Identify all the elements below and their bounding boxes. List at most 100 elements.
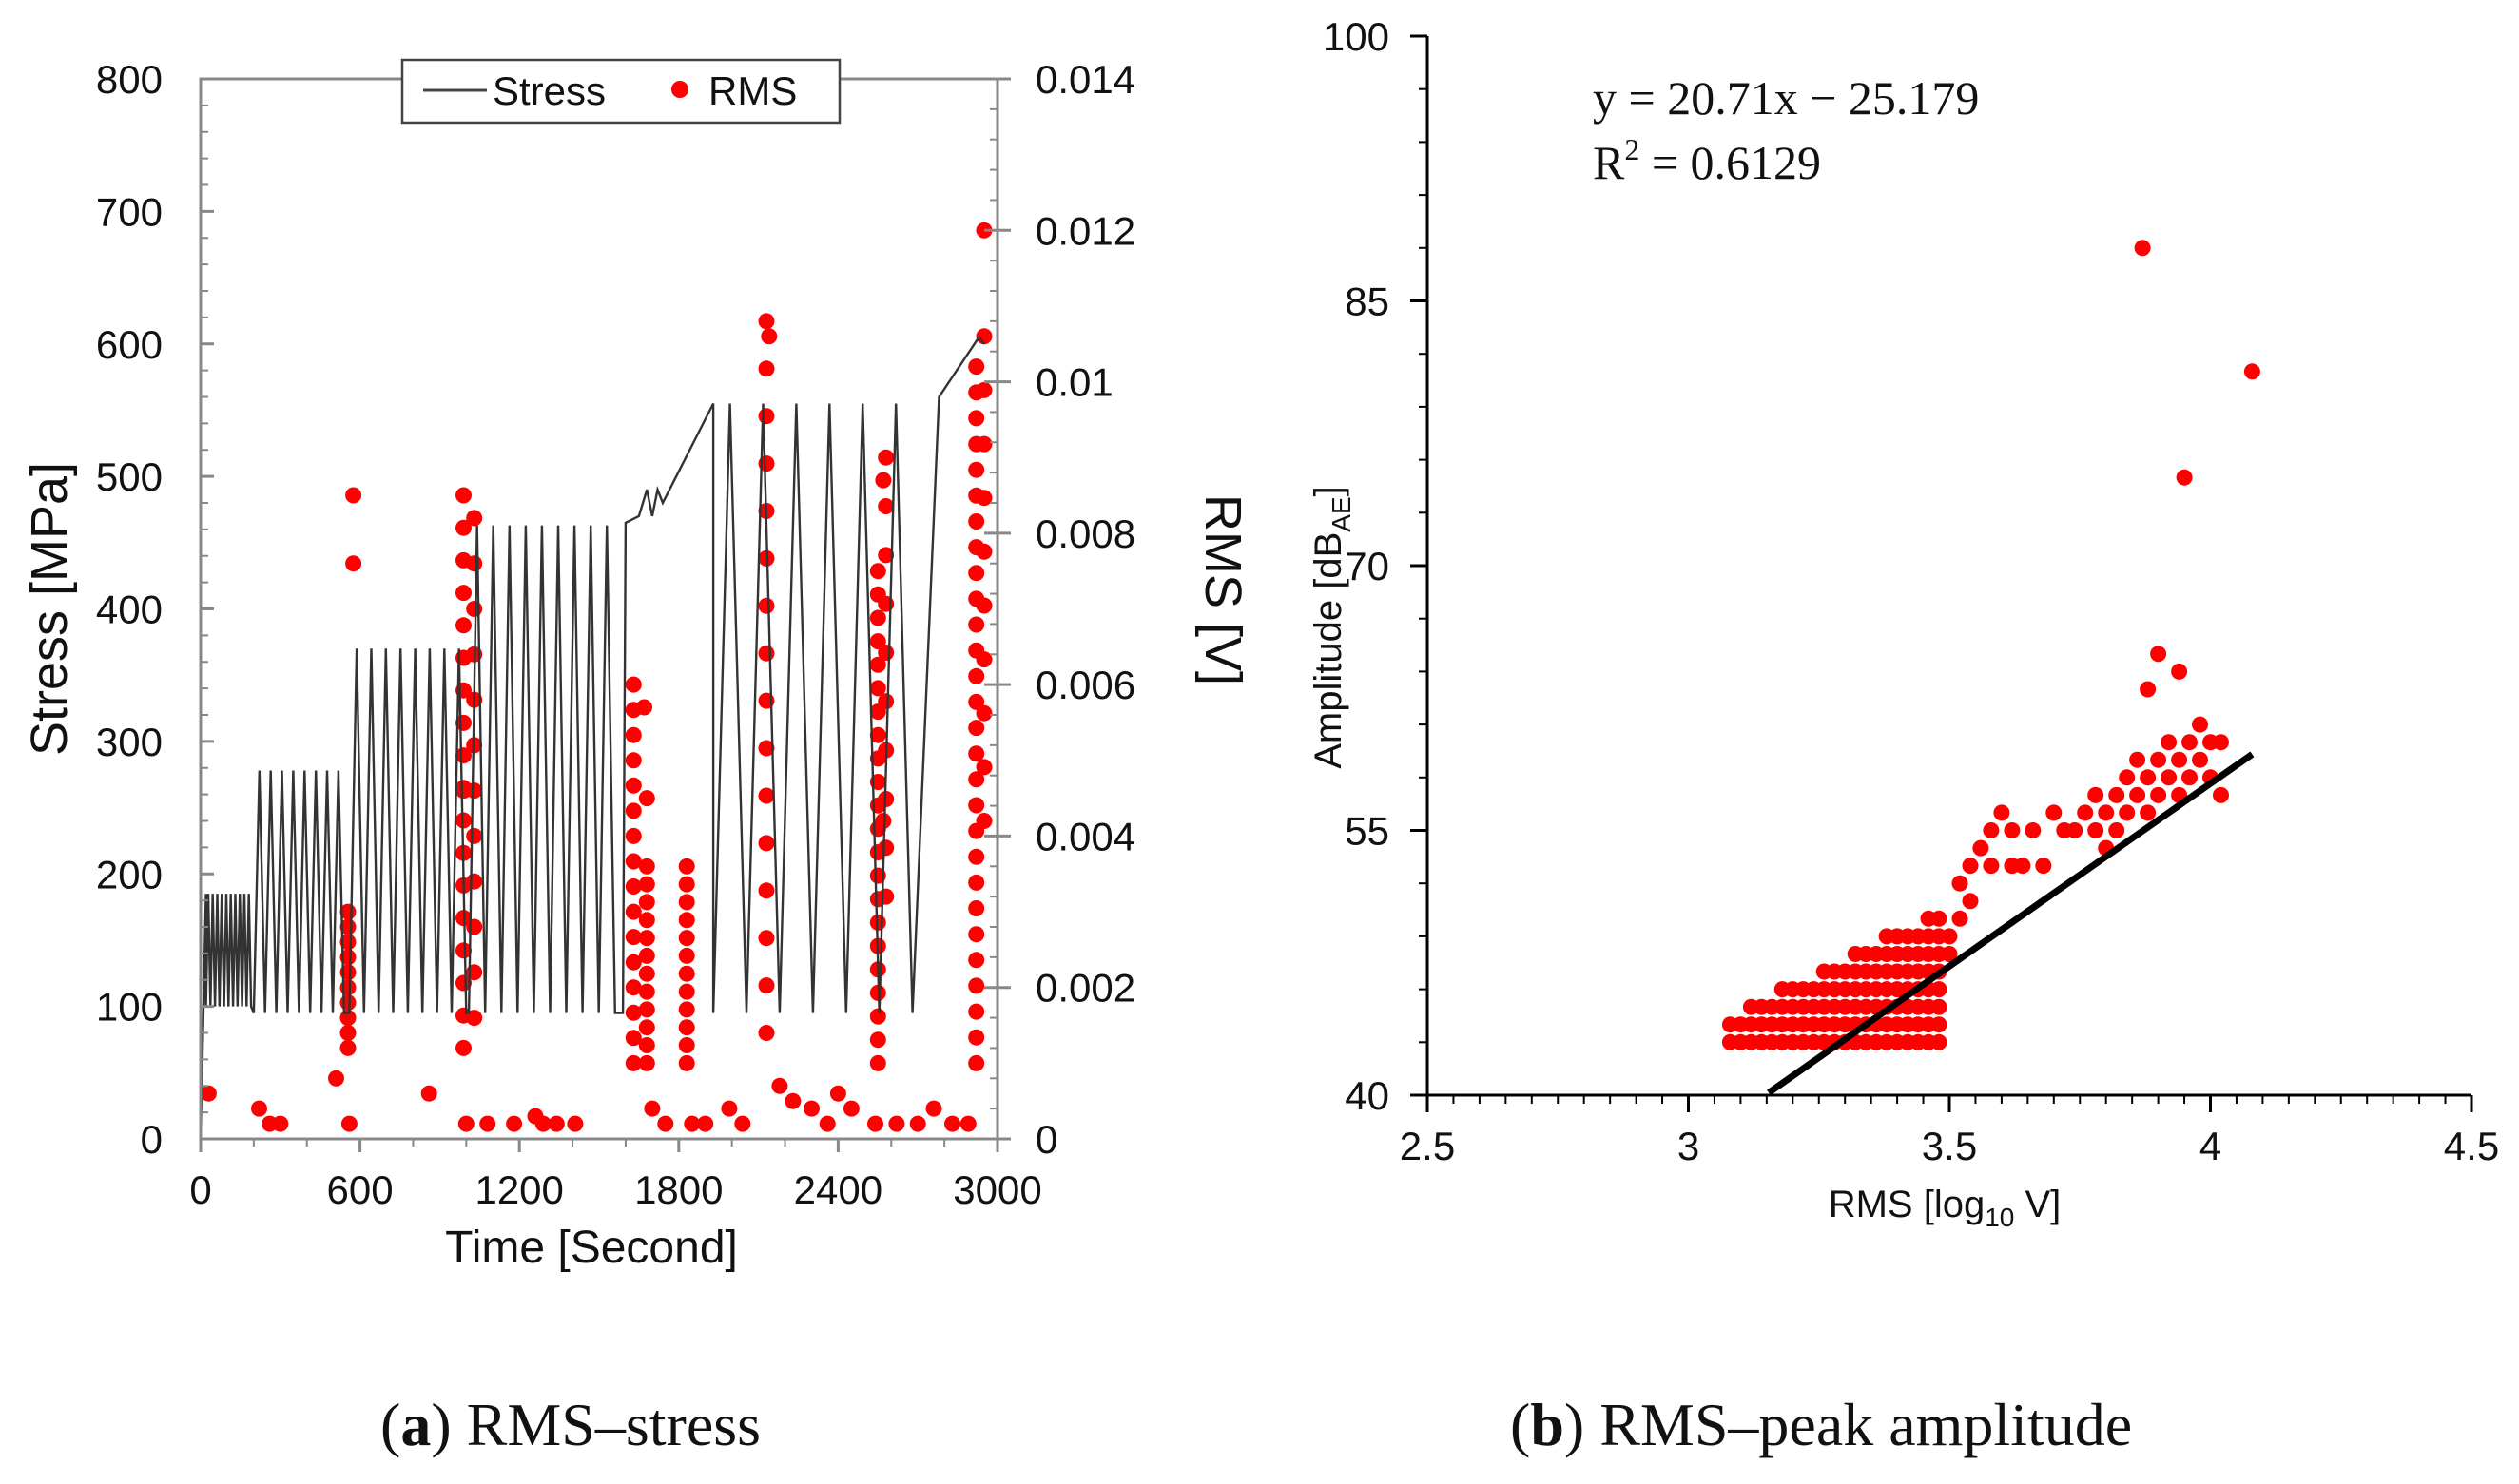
amplitude-point: [2176, 469, 2193, 486]
rms-point: [968, 952, 985, 969]
x-tick-label: 0: [189, 1167, 211, 1212]
amplitude-point: [1951, 875, 1968, 892]
rms-point: [345, 487, 362, 504]
b-y-tick-label: 40: [1345, 1073, 1389, 1118]
rms-point: [339, 934, 357, 951]
rms-point: [625, 853, 642, 870]
rms-point: [758, 313, 775, 330]
rms-point: [638, 1054, 655, 1071]
b-x-tick-label: 3.5: [1922, 1124, 1977, 1168]
amplitude-point: [1983, 858, 2000, 875]
rms-point: [548, 1115, 565, 1132]
rms-point: [968, 513, 985, 530]
amplitude-point: [2243, 363, 2260, 380]
rms-point: [466, 827, 483, 844]
rms-point: [455, 1039, 472, 1056]
b-y-tick-label: 70: [1345, 544, 1389, 588]
rms-point: [869, 609, 886, 626]
rms-point: [638, 912, 655, 929]
caption-b-text: RMS–peak amplitude: [1599, 1391, 2133, 1458]
rms-point: [875, 472, 892, 489]
rms-point: [506, 1115, 523, 1132]
caption-a: (a) RMS–stress: [380, 1391, 762, 1458]
rms-point: [625, 676, 642, 693]
rms-point: [420, 1085, 437, 1102]
rms-point: [455, 617, 472, 634]
rms-point: [638, 790, 655, 807]
x-tick-label: 3000: [953, 1167, 1041, 1212]
amplitude-point: [1941, 946, 1958, 962]
rms-point: [697, 1115, 714, 1132]
rms-point: [455, 519, 472, 536]
rms-point: [684, 1115, 701, 1132]
chart-b-x-axis-label: RMS [log10 V]: [1829, 1184, 2062, 1232]
rms-point: [466, 510, 483, 527]
rms-point: [678, 1019, 695, 1036]
rms-point: [678, 858, 695, 875]
chart-a-y-axis-label: Stress [MPa]: [21, 462, 78, 756]
b-y-tick-label: 55: [1345, 809, 1389, 854]
x-tick-label: 1200: [475, 1167, 563, 1212]
rms-point: [925, 1100, 942, 1117]
rms-point: [625, 929, 642, 946]
rms-point: [455, 942, 472, 959]
rms-point: [328, 1070, 344, 1087]
rms-point: [875, 813, 892, 829]
amplitude-point: [2014, 858, 2031, 875]
rms-point: [909, 1115, 926, 1132]
amplitude-point: [1941, 928, 1958, 945]
y-tick-label: 800: [96, 57, 163, 102]
rms-point: [625, 878, 642, 895]
rms-point: [976, 704, 993, 722]
rms-point: [466, 918, 483, 935]
amplitude-point: [2119, 769, 2136, 786]
rms-point: [638, 983, 655, 1000]
rms-point: [968, 667, 985, 684]
rms-point: [869, 680, 886, 697]
rms-point: [534, 1115, 552, 1132]
rms-point: [479, 1115, 496, 1132]
rms-point: [878, 498, 895, 514]
amplitude-point: [2087, 786, 2104, 803]
rms-point: [455, 782, 472, 800]
y2-tick-label: 0.01: [1036, 360, 1114, 405]
rms-point: [976, 651, 993, 668]
amplitude-point: [2098, 804, 2115, 821]
b-x-tick-label: 4: [2199, 1124, 2221, 1168]
rms-point: [869, 1008, 886, 1025]
rms-point: [455, 585, 472, 602]
rms-point: [339, 1025, 357, 1041]
legend-rms-label: RMS: [708, 68, 797, 113]
rms-point: [976, 597, 993, 614]
amplitude-point: [1930, 910, 1947, 927]
rms-point: [678, 1037, 695, 1053]
rms-point: [761, 328, 778, 345]
rms-point: [638, 965, 655, 982]
rms-point: [678, 876, 695, 893]
y-tick-label: 200: [96, 852, 163, 896]
rms-point: [869, 656, 886, 673]
amplitude-point: [2150, 786, 2167, 803]
rms-point: [968, 410, 985, 427]
rms-point: [678, 930, 695, 947]
caption-a-text: RMS–stress: [466, 1391, 762, 1458]
amplitude-point: [2181, 769, 2198, 786]
chart-a-y2-axis-label: RMS [V]: [1194, 494, 1251, 685]
amplitude-point: [2213, 786, 2229, 803]
rms-point: [869, 1031, 886, 1049]
amplitude-point: [2171, 751, 2188, 768]
rms-point: [678, 912, 695, 929]
amplitude-point: [1972, 839, 1989, 857]
rms-point: [758, 645, 775, 662]
rms-point: [638, 1037, 655, 1053]
rms-point: [771, 1077, 788, 1094]
rms-point: [968, 874, 985, 891]
rms-point: [829, 1085, 846, 1102]
rms-point: [638, 930, 655, 947]
y-tick-label: 700: [96, 189, 163, 234]
amplitude-point: [2087, 822, 2104, 838]
rms-point: [457, 1115, 475, 1132]
rms-point: [678, 1054, 695, 1071]
rms-point: [968, 771, 985, 788]
amplitude-point: [2213, 734, 2229, 751]
